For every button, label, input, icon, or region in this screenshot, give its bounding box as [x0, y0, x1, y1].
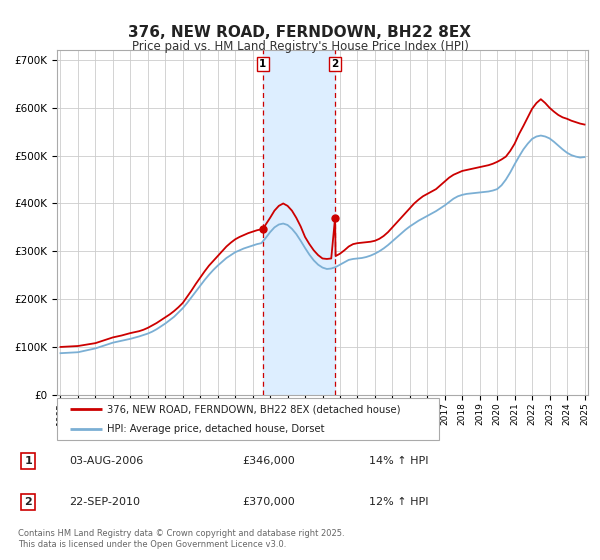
Text: 376, NEW ROAD, FERNDOWN, BH22 8EX (detached house): 376, NEW ROAD, FERNDOWN, BH22 8EX (detac… — [107, 404, 401, 414]
Text: 12% ↑ HPI: 12% ↑ HPI — [369, 497, 428, 507]
Bar — [263, 50, 335, 395]
Text: 376, NEW ROAD, FERNDOWN, BH22 8EX: 376, NEW ROAD, FERNDOWN, BH22 8EX — [128, 25, 472, 40]
Text: 2: 2 — [24, 497, 32, 507]
Text: 03-AUG-2006: 03-AUG-2006 — [70, 456, 144, 465]
FancyBboxPatch shape — [57, 398, 439, 440]
Text: 14% ↑ HPI: 14% ↑ HPI — [369, 456, 428, 465]
Text: £370,000: £370,000 — [242, 497, 295, 507]
Text: 1: 1 — [259, 59, 266, 69]
Text: HPI: Average price, detached house, Dorset: HPI: Average price, detached house, Dors… — [107, 424, 325, 434]
Text: 1: 1 — [24, 456, 32, 465]
Text: Price paid vs. HM Land Registry's House Price Index (HPI): Price paid vs. HM Land Registry's House … — [131, 40, 469, 53]
Text: 2: 2 — [331, 59, 339, 69]
Text: 22-SEP-2010: 22-SEP-2010 — [70, 497, 140, 507]
Text: Contains HM Land Registry data © Crown copyright and database right 2025.
This d: Contains HM Land Registry data © Crown c… — [18, 529, 344, 549]
Text: £346,000: £346,000 — [242, 456, 295, 465]
